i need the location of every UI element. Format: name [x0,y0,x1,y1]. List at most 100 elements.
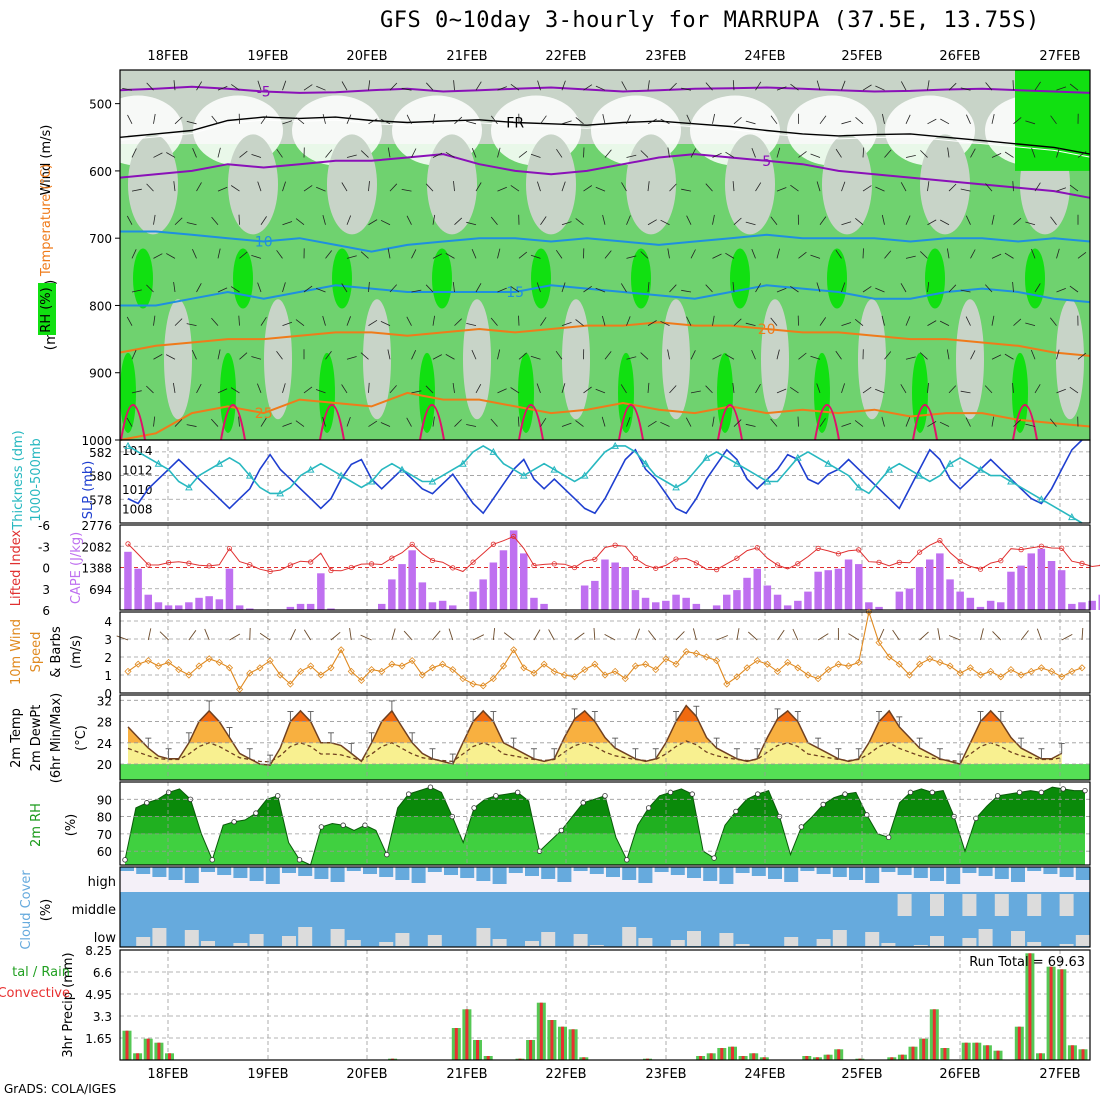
wind10-marker [499,662,508,670]
cape-bar [834,568,843,610]
wind-barb [816,383,821,394]
thickness-marker [702,453,711,461]
rh2m-marker [1060,786,1066,792]
rh-low-dry-patch [264,299,292,420]
precip-convective-bar [720,1048,724,1060]
wind-barb [389,82,398,91]
wind-barb [816,282,821,293]
wind-barb [712,315,715,326]
wind10-marker [296,667,305,675]
wind-barb [960,87,971,91]
wind-barb [303,386,313,394]
wind-barb [555,249,563,259]
wind-barb [411,249,417,259]
cape-bar [408,550,416,610]
cape-bar [682,597,690,610]
wind-barb [681,289,692,293]
cloud-high-block [168,867,183,880]
isotherm-label: FR [506,115,524,131]
cape-bar [164,605,173,610]
wind-barb [260,316,267,326]
wind-barb [620,283,627,293]
wind10-marker [753,657,761,665]
cape-bar [286,606,295,610]
rh-saturated-patch [1015,70,1090,171]
bottom-day-label: 24FEB [744,1067,785,1082]
wind-barb [217,287,228,293]
cape-bar [428,602,437,610]
cape-bar [449,605,457,610]
cape-bar [296,603,305,610]
thickness-marker [824,459,833,467]
li-marker [409,541,415,547]
wind-barb [295,420,305,427]
wind-barb [260,115,268,125]
cape-bar [306,603,315,610]
footer-credit: GrADS: COLA/IGES [4,1082,117,1096]
wind-barb [315,389,326,394]
wind-barb [881,315,885,326]
wind-barb [712,152,722,158]
wind-barb [425,385,434,394]
cape-tick-label: 1388 [81,562,112,576]
cloud-low-gap [184,930,199,946]
wind-barb [230,185,240,192]
cape-bar [926,559,934,610]
wind-barb [368,80,371,91]
cloud-low-gap [476,928,491,946]
wind-barb [927,421,937,427]
wind-barb [1056,388,1066,394]
wind10-marker [743,664,751,672]
wind-barb [604,149,612,158]
wind-barb [790,83,799,91]
cape-bar [124,551,132,610]
thickness-line [127,444,1083,524]
wind-barb [411,289,422,293]
wind-barb [960,390,971,394]
wind-barb [816,181,821,192]
wind10-marker [246,669,254,677]
cloud-high-block [816,867,831,874]
wind-barb [905,417,911,427]
wind-barb [217,349,221,360]
wind-barb [946,349,950,360]
wind-barb [905,215,911,225]
wind-barb [230,286,240,293]
cloud-low-gap [573,934,588,946]
precip-convective-bar [890,1057,894,1060]
isotherm-line [119,116,1091,155]
wind-barb [153,253,163,259]
cape-bar [509,530,518,610]
rh-moist-patch [822,134,872,235]
wind10-marker [804,671,812,679]
wind10-marker [1037,664,1045,672]
wind-barb [251,255,262,259]
wind10-barb [716,635,728,641]
wind-barb [257,181,262,192]
cape-bar [915,567,924,610]
wind-barb [530,355,541,360]
wind10-barb [229,633,241,641]
cape-bar [195,597,203,610]
wind-barb [211,115,219,125]
wind-barb [776,86,787,91]
isotherm-label: 5 [762,154,771,170]
wind-barb [174,116,183,125]
rh-moist-patch [725,134,775,235]
wind10-marker [631,662,640,670]
li-line [127,535,1100,573]
rh2m-marker [318,824,325,830]
minmax-axis-label: (6hr Min/Max) [49,693,64,783]
cape-bar [763,585,772,610]
wind-barb [669,183,677,192]
cloud-high-block [217,867,232,875]
bottom-day-label: 18FEB [147,1067,188,1082]
wind-barb [776,388,787,394]
cape-bar [855,564,863,610]
wind-barb [186,323,197,327]
wind-barb [126,215,133,225]
wind-barb [518,251,528,259]
dewpoint-line [127,740,1062,763]
wind10-barb [533,629,541,641]
